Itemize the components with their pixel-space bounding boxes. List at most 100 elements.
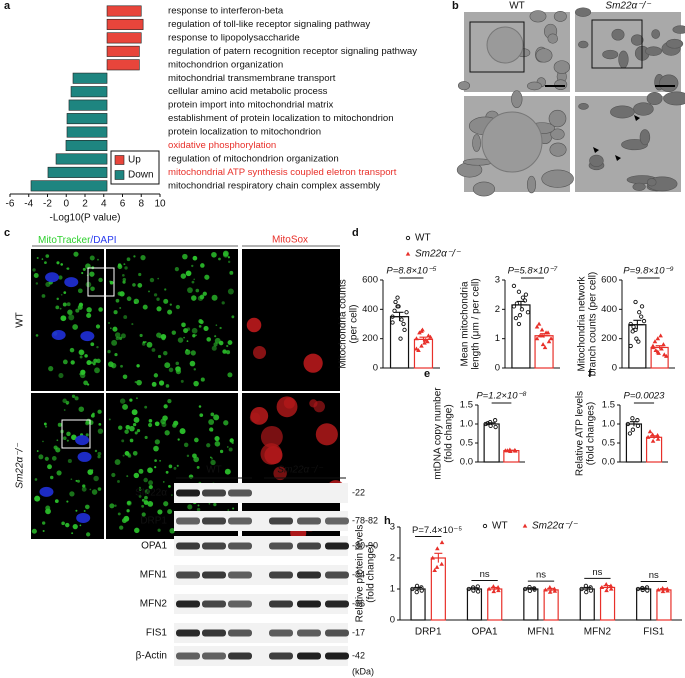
fluorescence-signal [154,421,160,427]
fluorescence-signal [119,525,124,530]
blot-band [176,652,200,660]
fluorescence-signal [109,280,114,285]
fluorescence-signal [149,277,155,283]
legend-label: Up [128,155,141,166]
fluorescence-signal [41,258,44,260]
error-bar [524,587,537,591]
fluorescence-signal [142,341,146,344]
fluorescence-signal [177,438,180,441]
fluorescence-signal [203,325,209,332]
data-point [650,438,656,443]
fluorescence-signal [107,349,111,354]
fluorescence-signal [222,251,229,258]
nucleus [64,277,79,288]
fluorescence-signal [210,456,212,459]
error-bar [488,586,501,591]
em-organelle [472,181,496,197]
fluorescence-signal [124,429,129,434]
em-label: WT [509,1,525,12]
data-point [419,343,424,348]
x-tick-label: 8 [138,199,144,210]
fluorescence-signal [125,425,131,430]
data-point [435,546,440,551]
fluorescence-signal [169,303,172,306]
fluorescence-signal [121,518,127,524]
fluorescence-signal [118,425,123,430]
fluorescence-signal [36,450,39,452]
fluorescence-signal [98,277,103,283]
fluorescence-signal [54,499,59,504]
stain-mitosox: MitoSox [272,235,308,246]
bar [106,45,140,57]
data-point [428,334,433,339]
fluorescence-signal [89,255,95,261]
y-tick-label: 600 [362,275,378,286]
fluorescence-signal [35,334,39,337]
data-point [523,292,529,297]
data-point [405,235,411,241]
fluorescence-signal [133,472,140,479]
fluorescence-signal [193,278,196,281]
fluorescence-signal [211,345,217,351]
fluorescence-signal [177,337,184,343]
fluorescence-signal [276,396,298,418]
bar [106,32,142,44]
data-point [520,295,526,300]
error-bar [581,586,594,591]
fluorescence-signal [66,500,69,503]
fluorescence-signal [147,422,153,428]
fluorescence-signal [162,481,165,483]
fluorescence-signal [144,489,150,495]
fluorescence-signal [163,350,168,356]
fluorescence-signal [159,460,161,462]
y-tick-label: 1 [390,584,395,595]
fluorescence-image [31,393,104,539]
blot-band [325,571,349,579]
fluorescence-signal [198,405,202,408]
category-label: regulation of mitochondrion organization [168,153,339,164]
category-label: response to lipopolysaccharide [168,32,300,43]
fluorescence-signal [232,507,235,510]
fluorescence-signal [66,402,69,405]
x-tick-label: -6 [6,199,15,210]
fluorescence-signal [163,404,168,409]
fluorescence-signal [51,456,57,461]
data-point [482,523,488,529]
blot-band [297,600,321,608]
fluorescence-signal [168,485,171,488]
fluorescence-signal [63,291,67,295]
em-organelle [553,60,571,74]
y-axis-label: (fold changes) [586,402,597,465]
x-tick-label: FIS1 [643,627,665,638]
fluorescence-signal [224,468,231,475]
fluorescence-signal [187,287,193,294]
x-tick-label: DRP1 [415,627,442,638]
fluorescence-signal [163,298,169,304]
nucleus [51,330,66,341]
blot-strip [174,646,348,666]
y-tick-label: 0 [390,615,395,626]
fluorescence-signal [161,422,167,428]
size-label: -86 [352,598,365,608]
fluorescence-signal [122,374,128,380]
data-point [655,349,661,354]
fluorescence-signal [214,441,221,447]
category-label: establishment of protein localization to… [168,113,394,124]
fluorescence-signal [214,335,217,338]
fluorescence-signal [183,442,189,448]
error-bar [653,345,666,350]
fluorescence-signal [227,256,230,259]
em-organelle [630,34,644,46]
y-axis-label: Mean mitochondria [460,281,471,366]
fluorescence-image [106,249,238,391]
fluorescence-signal [126,475,129,478]
nucleus [76,512,91,523]
fluorescence-signal [173,420,179,426]
error-bar [393,311,406,322]
y-tick-label: 0.5 [602,438,615,449]
blot-band [202,571,226,579]
bar [47,166,108,178]
fluorescence-signal [34,478,38,481]
protein-label: β-Actin [136,651,167,662]
fluorescence-signal [31,528,37,534]
